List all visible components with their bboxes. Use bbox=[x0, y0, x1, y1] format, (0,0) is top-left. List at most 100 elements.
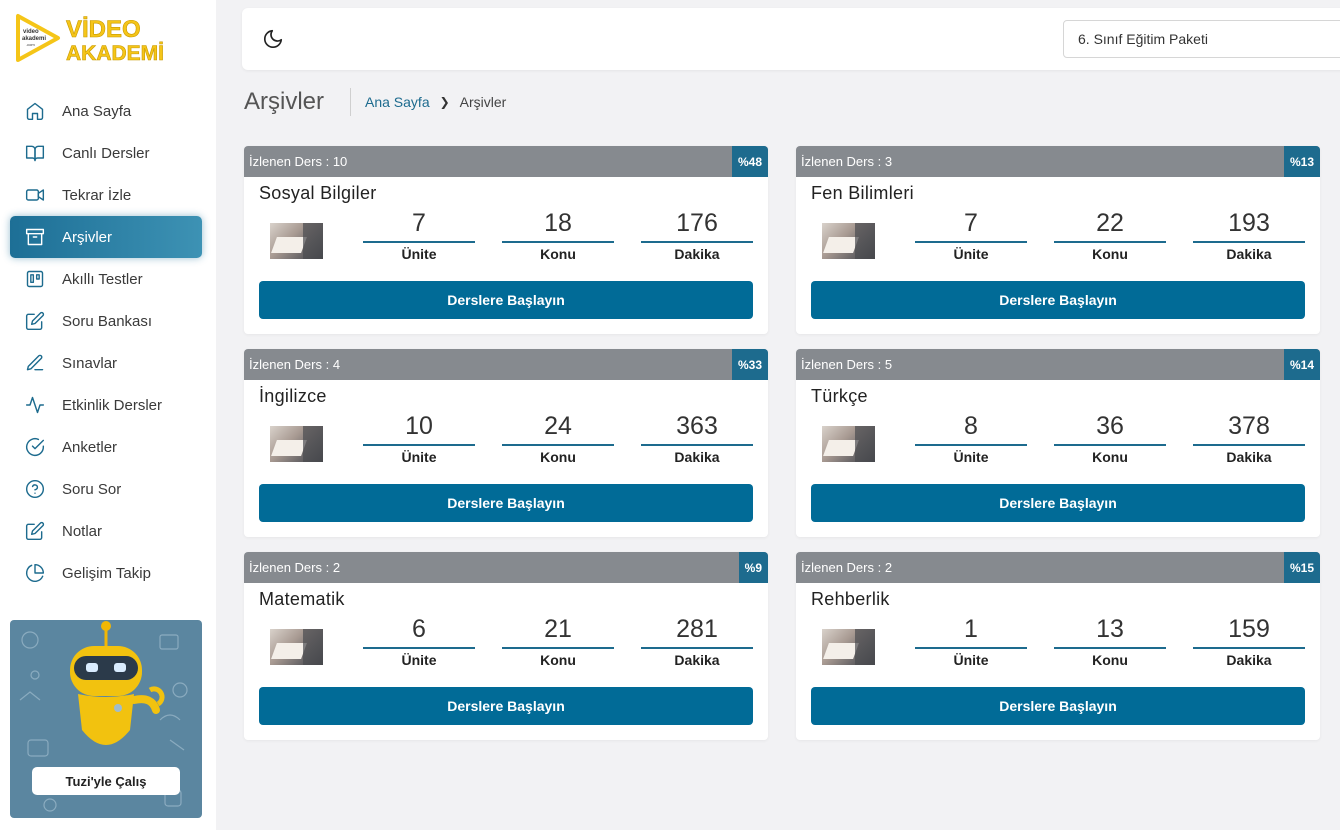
sidebar-item-sinavlar[interactable]: Sınavlar bbox=[10, 342, 202, 384]
topic-label: Konu bbox=[1092, 246, 1128, 262]
topic-stat: 13 Konu bbox=[1054, 614, 1166, 668]
edit-icon bbox=[24, 520, 46, 542]
moon-icon[interactable] bbox=[262, 28, 284, 50]
sidebar-item-soru-bankasi[interactable]: Soru Bankası bbox=[10, 300, 202, 342]
unit-count: 7 bbox=[915, 208, 1027, 243]
sidebar-item-label: Anketler bbox=[62, 438, 118, 456]
video-akademi-logo[interactable]: video akademi .com VİDEO AKADEMİ bbox=[14, 10, 164, 66]
start-lessons-button[interactable]: Derslere Başlayın bbox=[811, 484, 1305, 522]
svg-text:video: video bbox=[23, 29, 39, 35]
edit-icon bbox=[24, 310, 46, 332]
sidebar-item-akilli-testler[interactable]: Akıllı Testler bbox=[10, 258, 202, 300]
course-name: Rehberlik bbox=[811, 589, 890, 609]
course-card: İzlenen Ders : 10 %48 Sosyal Bilgiler 7 … bbox=[244, 146, 768, 334]
progress-percent-badge: %13 bbox=[1283, 146, 1320, 177]
sidebar-item-anketler[interactable]: Anketler bbox=[10, 426, 202, 468]
topic-label: Konu bbox=[1092, 449, 1128, 465]
course-name: Matematik bbox=[259, 589, 345, 609]
course-card: İzlenen Ders : 2 %15 Rehberlik 1 Ünite 1… bbox=[796, 552, 1320, 740]
progress-percent-badge: %15 bbox=[1283, 552, 1320, 583]
progress-percent-badge: %14 bbox=[1283, 349, 1320, 380]
package-select[interactable]: 6. Sınıf Eğitim Paketi bbox=[1063, 20, 1340, 58]
sidebar-item-label: Etkinlik Dersler bbox=[62, 396, 163, 414]
topic-stat: 21 Konu bbox=[502, 614, 614, 668]
help-circle-icon bbox=[24, 478, 46, 500]
archive-icon bbox=[24, 226, 46, 248]
tuzi-calis-button[interactable]: Tuzi'yle Çalış bbox=[32, 767, 180, 795]
course-thumbnail bbox=[270, 223, 323, 259]
minute-label: Dakika bbox=[674, 652, 720, 668]
breadcrumb-current: Arşivler bbox=[459, 94, 507, 110]
course-thumbnail bbox=[822, 426, 875, 462]
minute-count: 176 bbox=[641, 208, 753, 243]
topic-count: 21 bbox=[502, 614, 614, 649]
minute-label: Dakika bbox=[1226, 449, 1272, 465]
minute-stat: 378 Dakika bbox=[1193, 411, 1305, 465]
sidebar-item-gelisim-takip[interactable]: Gelişim Takip bbox=[10, 552, 202, 594]
course-thumbnail bbox=[270, 629, 323, 665]
breadcrumb-home-link[interactable]: Ana Sayfa bbox=[365, 94, 430, 110]
activity-icon bbox=[24, 394, 46, 416]
sidebar-item-label: Gelişim Takip bbox=[62, 564, 151, 582]
svg-text:VİDEO: VİDEO bbox=[66, 16, 141, 43]
topic-label: Konu bbox=[540, 246, 576, 262]
unit-stat: 8 Ünite bbox=[915, 411, 1027, 465]
progress-percent-badge: %48 bbox=[731, 146, 768, 177]
minute-count: 159 bbox=[1193, 614, 1305, 649]
unit-label: Ünite bbox=[953, 246, 989, 262]
top-bar: 6. Sınıf Eğitim Paketi bbox=[242, 8, 1340, 70]
title-divider bbox=[350, 88, 351, 116]
course-card: İzlenen Ders : 5 %14 Türkçe 8 Ünite 36 K… bbox=[796, 349, 1320, 537]
start-lessons-button[interactable]: Derslere Başlayın bbox=[259, 484, 753, 522]
sidebar-item-tekrar-izle[interactable]: Tekrar İzle bbox=[10, 174, 202, 216]
unit-stat: 7 Ünite bbox=[363, 208, 475, 262]
course-name: Fen Bilimleri bbox=[811, 183, 914, 203]
unit-count: 1 bbox=[915, 614, 1027, 649]
svg-text:.com: .com bbox=[26, 42, 35, 47]
topic-count: 36 bbox=[1054, 411, 1166, 446]
sidebar-item-arsivler[interactable]: Arşivler bbox=[10, 216, 202, 258]
sidebar-item-etkinlik-dersler[interactable]: Etkinlik Dersler bbox=[10, 384, 202, 426]
progress-percent-badge: %9 bbox=[738, 552, 768, 583]
sidebar-item-label: Tekrar İzle bbox=[62, 186, 132, 204]
sidebar-item-canli-dersler[interactable]: Canlı Dersler bbox=[10, 132, 202, 174]
start-lessons-button[interactable]: Derslere Başlayın bbox=[811, 687, 1305, 725]
unit-count: 7 bbox=[363, 208, 475, 243]
course-card: İzlenen Ders : 4 %33 İngilizce 10 Ünite … bbox=[244, 349, 768, 537]
unit-count: 6 bbox=[363, 614, 475, 649]
page-title: Arşivler bbox=[244, 88, 325, 115]
chevron-right-icon: ❯ bbox=[439, 95, 450, 109]
watched-count: İzlenen Ders : 4 bbox=[249, 357, 341, 372]
watched-count: İzlenen Ders : 3 bbox=[801, 154, 893, 169]
breadcrumb: Ana Sayfa ❯ Arşivler bbox=[365, 94, 506, 110]
topic-stat: 22 Konu bbox=[1054, 208, 1166, 262]
minute-count: 281 bbox=[641, 614, 753, 649]
card-header: İzlenen Ders : 2 %9 bbox=[244, 552, 768, 583]
svg-text:akademi: akademi bbox=[22, 36, 46, 42]
card-header: İzlenen Ders : 2 %15 bbox=[796, 552, 1320, 583]
card-header: İzlenen Ders : 3 %13 bbox=[796, 146, 1320, 177]
minute-stat: 193 Dakika bbox=[1193, 208, 1305, 262]
sidebar-item-ana-sayfa[interactable]: Ana Sayfa bbox=[10, 90, 202, 132]
course-name: Sosyal Bilgiler bbox=[259, 183, 377, 203]
unit-label: Ünite bbox=[401, 449, 437, 465]
minute-label: Dakika bbox=[1226, 652, 1272, 668]
unit-count: 8 bbox=[915, 411, 1027, 446]
sidebar-item-soru-sor[interactable]: Soru Sor bbox=[10, 468, 202, 510]
sidebar: video akademi .com VİDEO AKADEMİ Ana Say… bbox=[0, 0, 216, 830]
course-thumbnail bbox=[270, 426, 323, 462]
sidebar-item-label: Ana Sayfa bbox=[62, 102, 132, 120]
start-lessons-button[interactable]: Derslere Başlayın bbox=[259, 281, 753, 319]
watched-count: İzlenen Ders : 5 bbox=[801, 357, 893, 372]
sidebar-nav: Ana Sayfa Canlı Dersler Tekrar İzle Arşi… bbox=[10, 90, 202, 594]
sidebar-item-notlar[interactable]: Notlar bbox=[10, 510, 202, 552]
check-circle-icon bbox=[24, 436, 46, 458]
start-lessons-button[interactable]: Derslere Başlayın bbox=[259, 687, 753, 725]
topic-count: 13 bbox=[1054, 614, 1166, 649]
svg-text:AKADEMİ: AKADEMİ bbox=[66, 42, 164, 65]
sidebar-item-label: Canlı Dersler bbox=[62, 144, 150, 162]
minute-label: Dakika bbox=[674, 246, 720, 262]
minute-count: 363 bbox=[641, 411, 753, 446]
start-lessons-button[interactable]: Derslere Başlayın bbox=[811, 281, 1305, 319]
course-card: İzlenen Ders : 2 %9 Matematik 6 Ünite 21… bbox=[244, 552, 768, 740]
